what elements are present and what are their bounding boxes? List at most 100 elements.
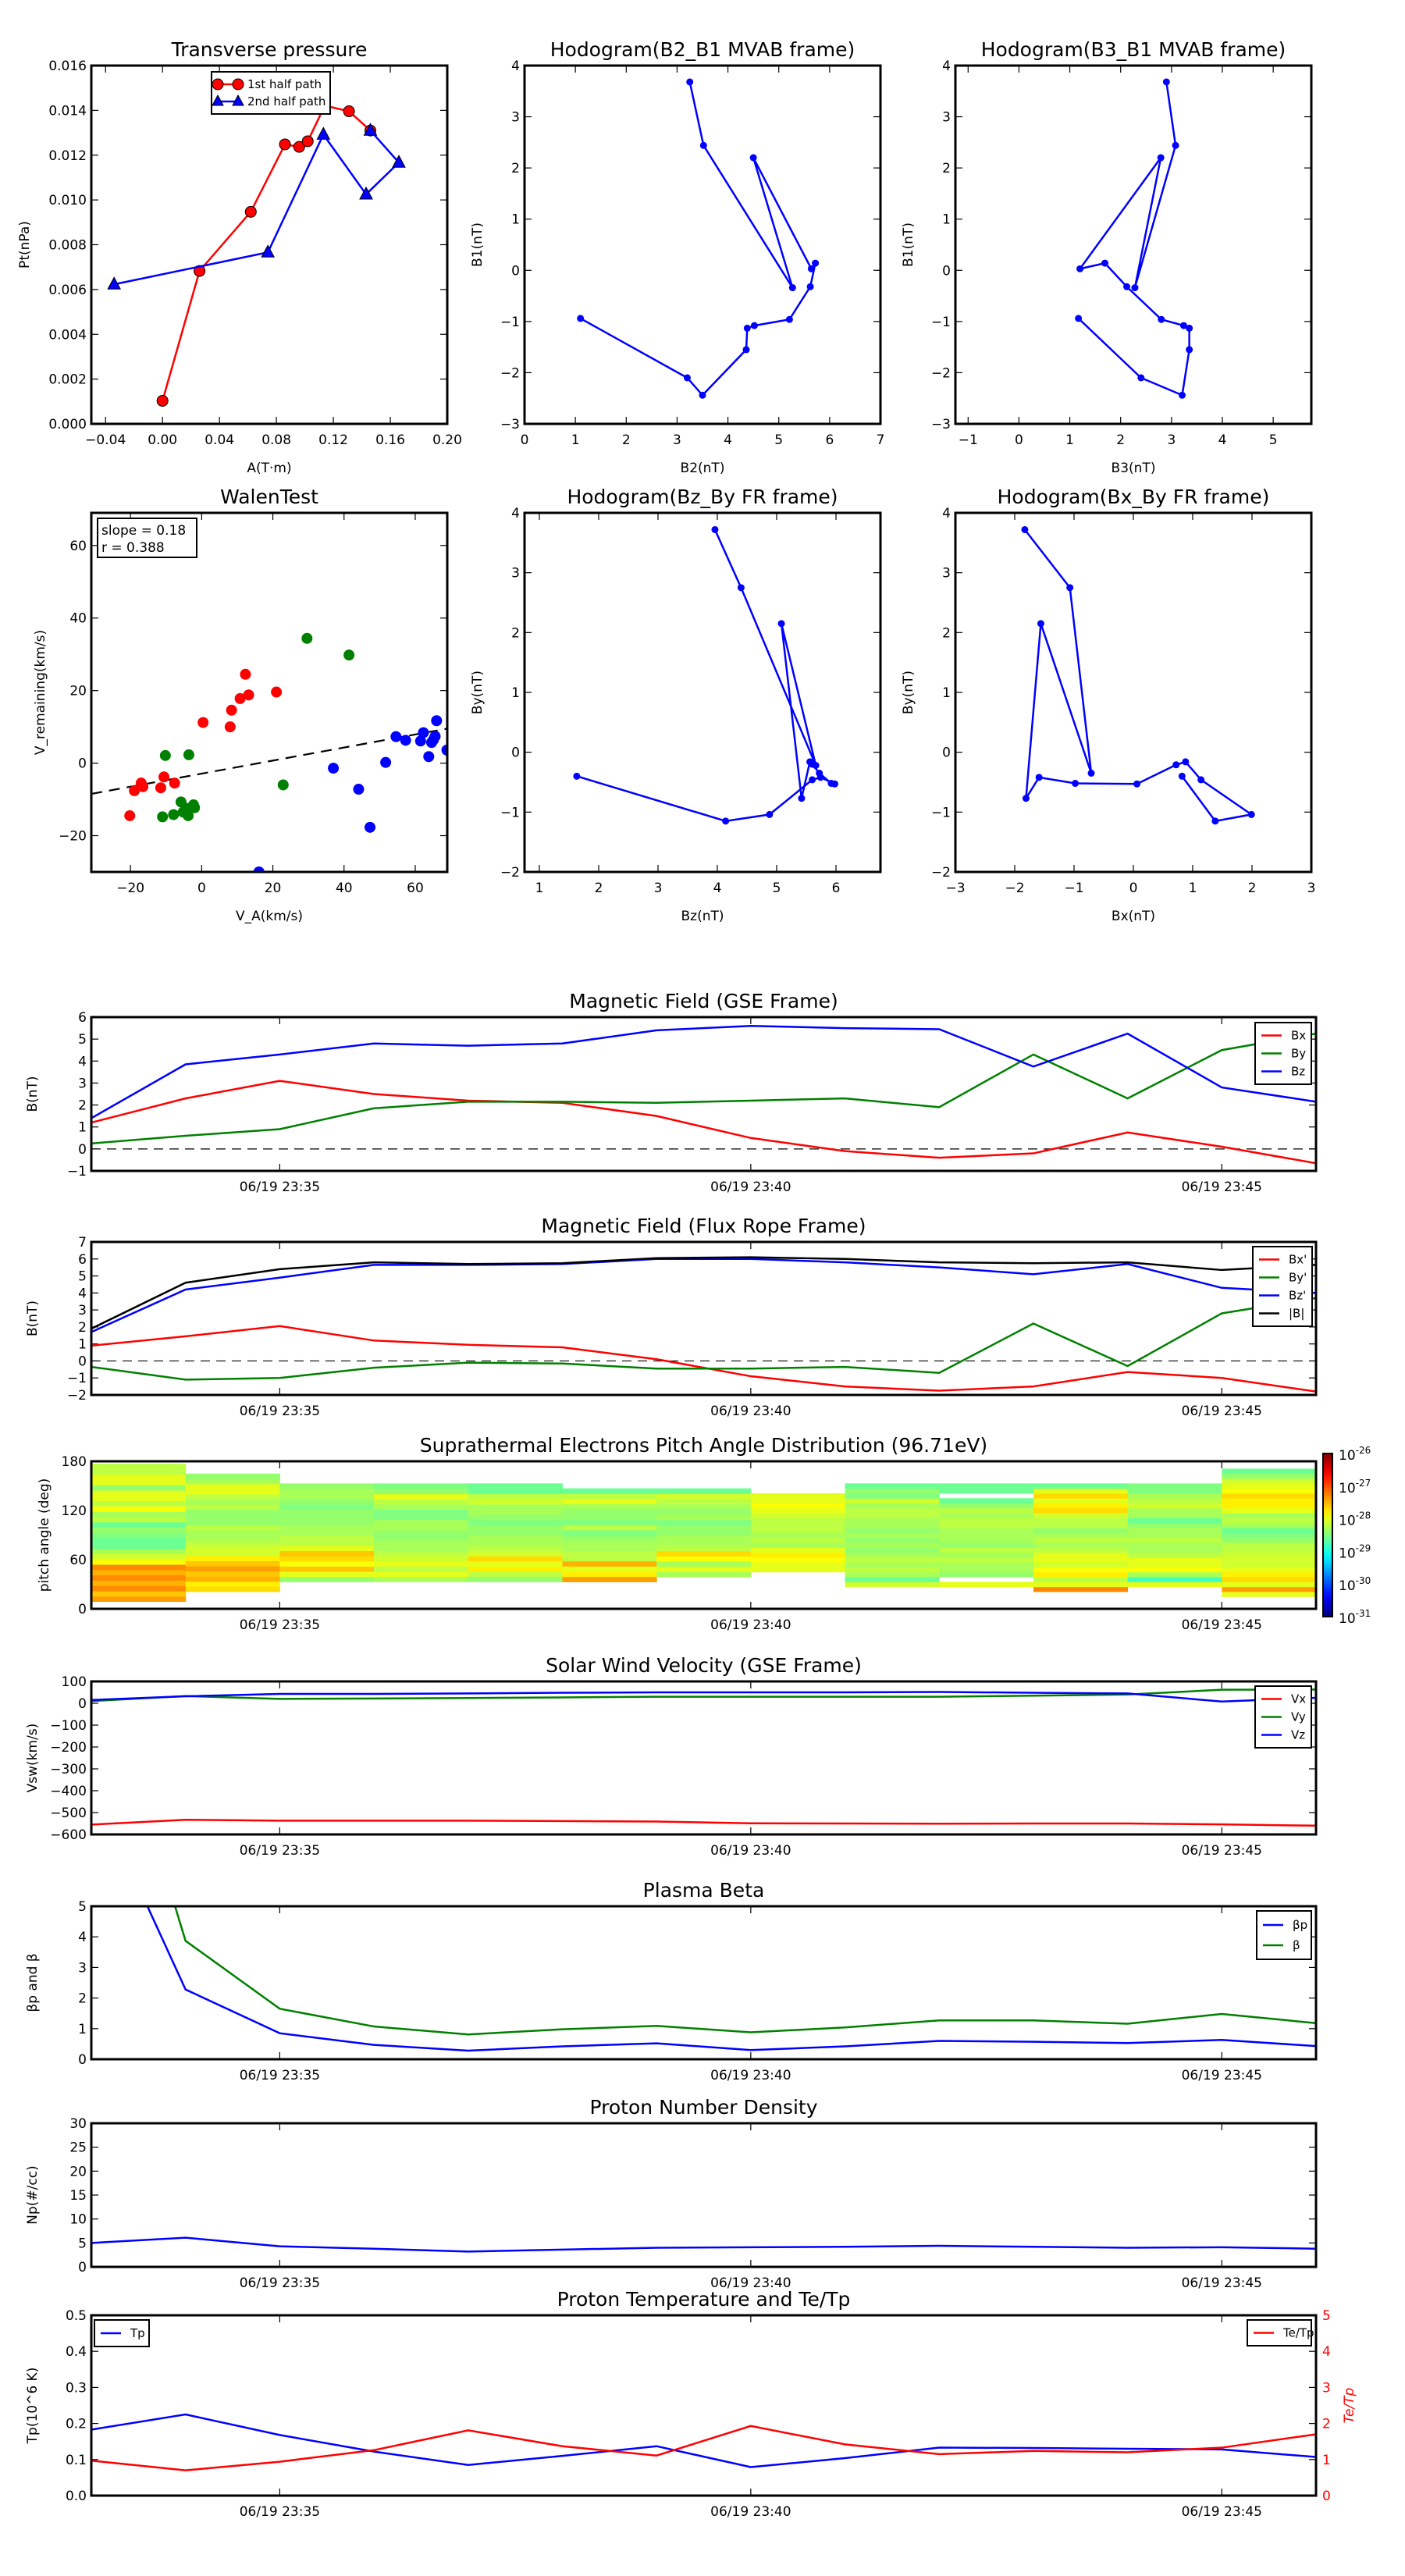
- y-tick-label: 0: [942, 263, 951, 279]
- x-tick-label: 0.04: [205, 432, 234, 448]
- heatmap-column: [91, 1464, 187, 1603]
- heatmap-cell: [468, 1535, 563, 1541]
- series-line-Vz: [91, 1691, 1316, 1703]
- y-tick-label: 3: [511, 566, 520, 582]
- legend-item: Bx: [1261, 1029, 1306, 1043]
- heatmap-cell: [91, 1479, 187, 1485]
- heatmap-cell: [1033, 1507, 1129, 1514]
- scatter-point: [429, 731, 441, 742]
- heatmap-cell: [374, 1493, 469, 1500]
- legend-label: Vz: [1291, 1728, 1305, 1742]
- chart-tp: 0.0 0.1 0.2 0.3 0.4 0.5 Proton Temperature and…: [25, 2288, 1357, 2520]
- heatmap-cell: [939, 1503, 1034, 1509]
- heatmap-cell: [91, 1574, 187, 1581]
- x-tick-label: 06/19 23:40: [710, 1617, 791, 1633]
- data-point: [743, 324, 751, 332]
- data-point: [1101, 259, 1109, 267]
- heatmap-cell: [468, 1503, 563, 1510]
- data-point: [1186, 324, 1193, 332]
- plot-area: [91, 1464, 1316, 1603]
- heatmap-cell: [562, 1560, 657, 1567]
- legend-box: [1247, 2319, 1312, 2347]
- heatmap-cell: [279, 1519, 375, 1525]
- x-tick-label: 06/19 23:45: [1182, 2504, 1262, 2520]
- heatmap-cell: [845, 1522, 940, 1528]
- data-point: [1172, 141, 1179, 149]
- data-point: [1035, 774, 1043, 781]
- heatmap-cell: [845, 1547, 940, 1553]
- heatmap-cell: [185, 1566, 280, 1572]
- heatmap-cell: [279, 1483, 375, 1489]
- series-b2-b1: [577, 78, 820, 399]
- heatmap-cell: [656, 1514, 752, 1521]
- y-tick-label: 0: [78, 2260, 87, 2275]
- heatmap-cell: [185, 1499, 280, 1505]
- plot-area: [1021, 525, 1255, 825]
- heatmap-cell: [1222, 1552, 1316, 1558]
- heatmap-cell: [374, 1499, 469, 1505]
- heatmap-cell: [939, 1517, 1034, 1524]
- colorbar-bar: [1322, 1453, 1333, 1617]
- colorbar-exponent: -26: [1356, 1445, 1371, 1456]
- heatmap-cell: [939, 1532, 1034, 1539]
- x-axis-label: A(T·m): [247, 461, 291, 476]
- heatmap-cell: [1222, 1498, 1316, 1504]
- y-tick-label: 4: [78, 1286, 87, 1301]
- axes-frame: [523, 511, 882, 873]
- heatmap-cell: [656, 1509, 752, 1515]
- data-point: [194, 265, 206, 277]
- series-line-Vx: [91, 1818, 1316, 1827]
- heatmap-cell: [185, 1545, 280, 1551]
- heatmap-cell: [185, 1540, 280, 1546]
- y-tick-label: 100: [62, 1674, 87, 1690]
- chart-np: 0 5 10 15 20 25 30 Proton Number Density Np(#/cc…: [25, 2096, 1318, 2291]
- chart-title: Hodogram(B3_B1 MVAB frame): [981, 38, 1286, 61]
- heatmap-cell: [562, 1556, 657, 1562]
- heatmap-cell: [185, 1489, 280, 1495]
- heatmap-cell: [468, 1525, 563, 1531]
- heatmap-cell: [91, 1580, 187, 1586]
- axes-frame: [90, 1016, 1318, 1172]
- heatmap-cell: [374, 1560, 469, 1567]
- x-tick-label: 06/19 23:45: [1182, 2068, 1262, 2083]
- scatter-point: [159, 749, 171, 761]
- x-tick-label: 06/19 23:45: [1182, 1617, 1262, 1633]
- legend-marker-triangle: [212, 94, 224, 106]
- axes-frame: [90, 1680, 1318, 1836]
- data-point: [831, 780, 838, 788]
- heatmap-cell: [468, 1571, 563, 1578]
- y-tick-label: 1: [78, 1337, 87, 1353]
- x-tick-label: 0.12: [318, 432, 348, 448]
- heatmap-cell: [91, 1506, 187, 1512]
- heatmap-cell: [91, 1532, 187, 1539]
- axes-frame: [90, 1460, 1318, 1610]
- heatmap-cell: [656, 1550, 752, 1557]
- y-tick-label: −600: [50, 1827, 87, 1843]
- legend-item: Vy: [1261, 1710, 1306, 1724]
- y-tick-label: −1: [67, 1164, 87, 1179]
- y-tick-label: 0.004: [48, 327, 87, 343]
- y-tick-label: −100: [50, 1718, 87, 1734]
- y-tick-label: 0.016: [48, 59, 87, 74]
- right-y-tick-label: 2: [1322, 2417, 1331, 2432]
- series-2nd-half-path: [107, 123, 406, 290]
- legend-label: Bz: [1291, 1065, 1305, 1079]
- heatmap-cell: [91, 1596, 187, 1603]
- right-y-axis-label: Te/Tp: [1342, 2387, 1357, 2423]
- heatmap-cell: [185, 1473, 280, 1479]
- right-y-tick-label: 0: [1322, 2489, 1331, 2504]
- data-point: [1021, 525, 1029, 533]
- axes-frame: [90, 2122, 1318, 2268]
- y-tick-label: 4: [78, 1930, 87, 1945]
- y-tick-label: 0: [511, 263, 520, 279]
- colorbar-tick-label: 10-26: [1339, 1445, 1371, 1464]
- heatmap-cell: [91, 1542, 187, 1550]
- heatmap-cell: [1127, 1498, 1222, 1504]
- heatmap-cell: [279, 1540, 375, 1546]
- heatmap-cell: [91, 1511, 187, 1517]
- heatmap-cell: [185, 1576, 280, 1582]
- heatmap-cell: [1127, 1557, 1222, 1563]
- heatmap-cell: [468, 1540, 563, 1546]
